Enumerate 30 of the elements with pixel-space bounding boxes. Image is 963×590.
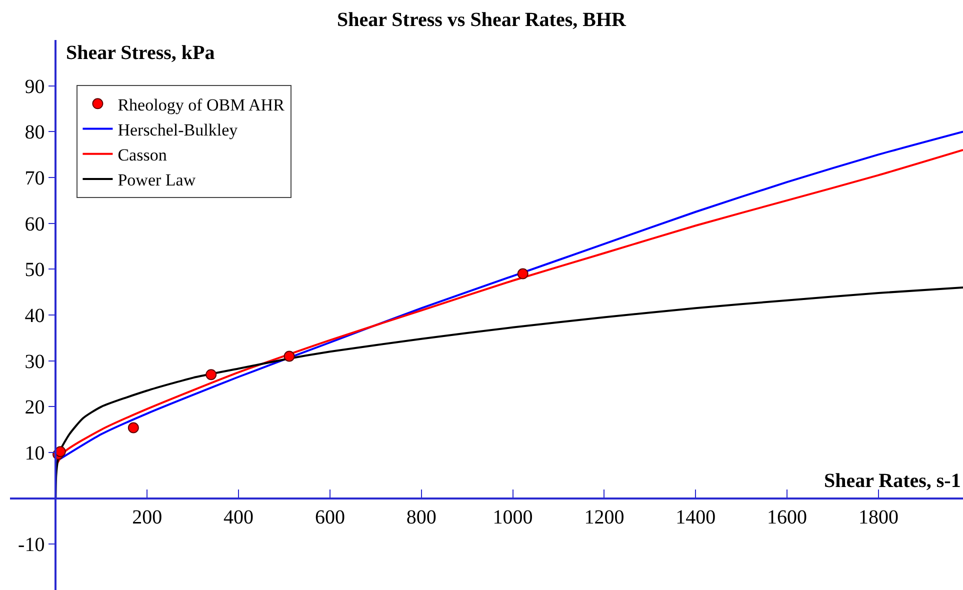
x-tick-label: 800: [406, 506, 436, 528]
x-tick-label: 1800: [858, 506, 898, 528]
x-tick-label: 1200: [584, 506, 624, 528]
y-tick-label: 20: [24, 396, 45, 419]
y-tick-label: 40: [24, 305, 45, 327]
y-tick-label: 80: [24, 122, 45, 144]
x-tick-label: 200: [132, 506, 162, 528]
x-tick-label: 1600: [767, 506, 808, 528]
x-tick-label: 600: [314, 506, 345, 528]
y-tick-label: -10: [18, 534, 45, 556]
y-tick-label: 10: [24, 442, 45, 464]
legend-label: Power Law: [118, 170, 196, 190]
legend-label: Casson: [118, 145, 168, 164]
legend-label: Rheology of OBM AHR: [118, 95, 286, 114]
x-tick-label: 1000: [492, 506, 533, 528]
chart-title: Shear Stress vs Shear Rates, BHR: [337, 9, 627, 31]
point: [284, 350, 295, 362]
point: [128, 422, 139, 434]
x-tick-label: 1400: [676, 506, 716, 528]
x-tick-label: 400: [224, 506, 254, 528]
y-tick-label: 70: [24, 168, 45, 190]
y-tick-label: 90: [24, 76, 45, 98]
y-tick-label: 30: [24, 350, 45, 373]
point: [517, 268, 528, 280]
x-axis-title: Shear Rates, s-1: [824, 470, 961, 492]
y-tick-label: 50: [24, 259, 45, 282]
point: [206, 369, 217, 380]
legend-label: Herschel-Bulkley: [118, 120, 238, 140]
y-tick-label: 60: [24, 213, 45, 236]
y-axis-title: Shear Stress, kPa: [66, 42, 215, 64]
